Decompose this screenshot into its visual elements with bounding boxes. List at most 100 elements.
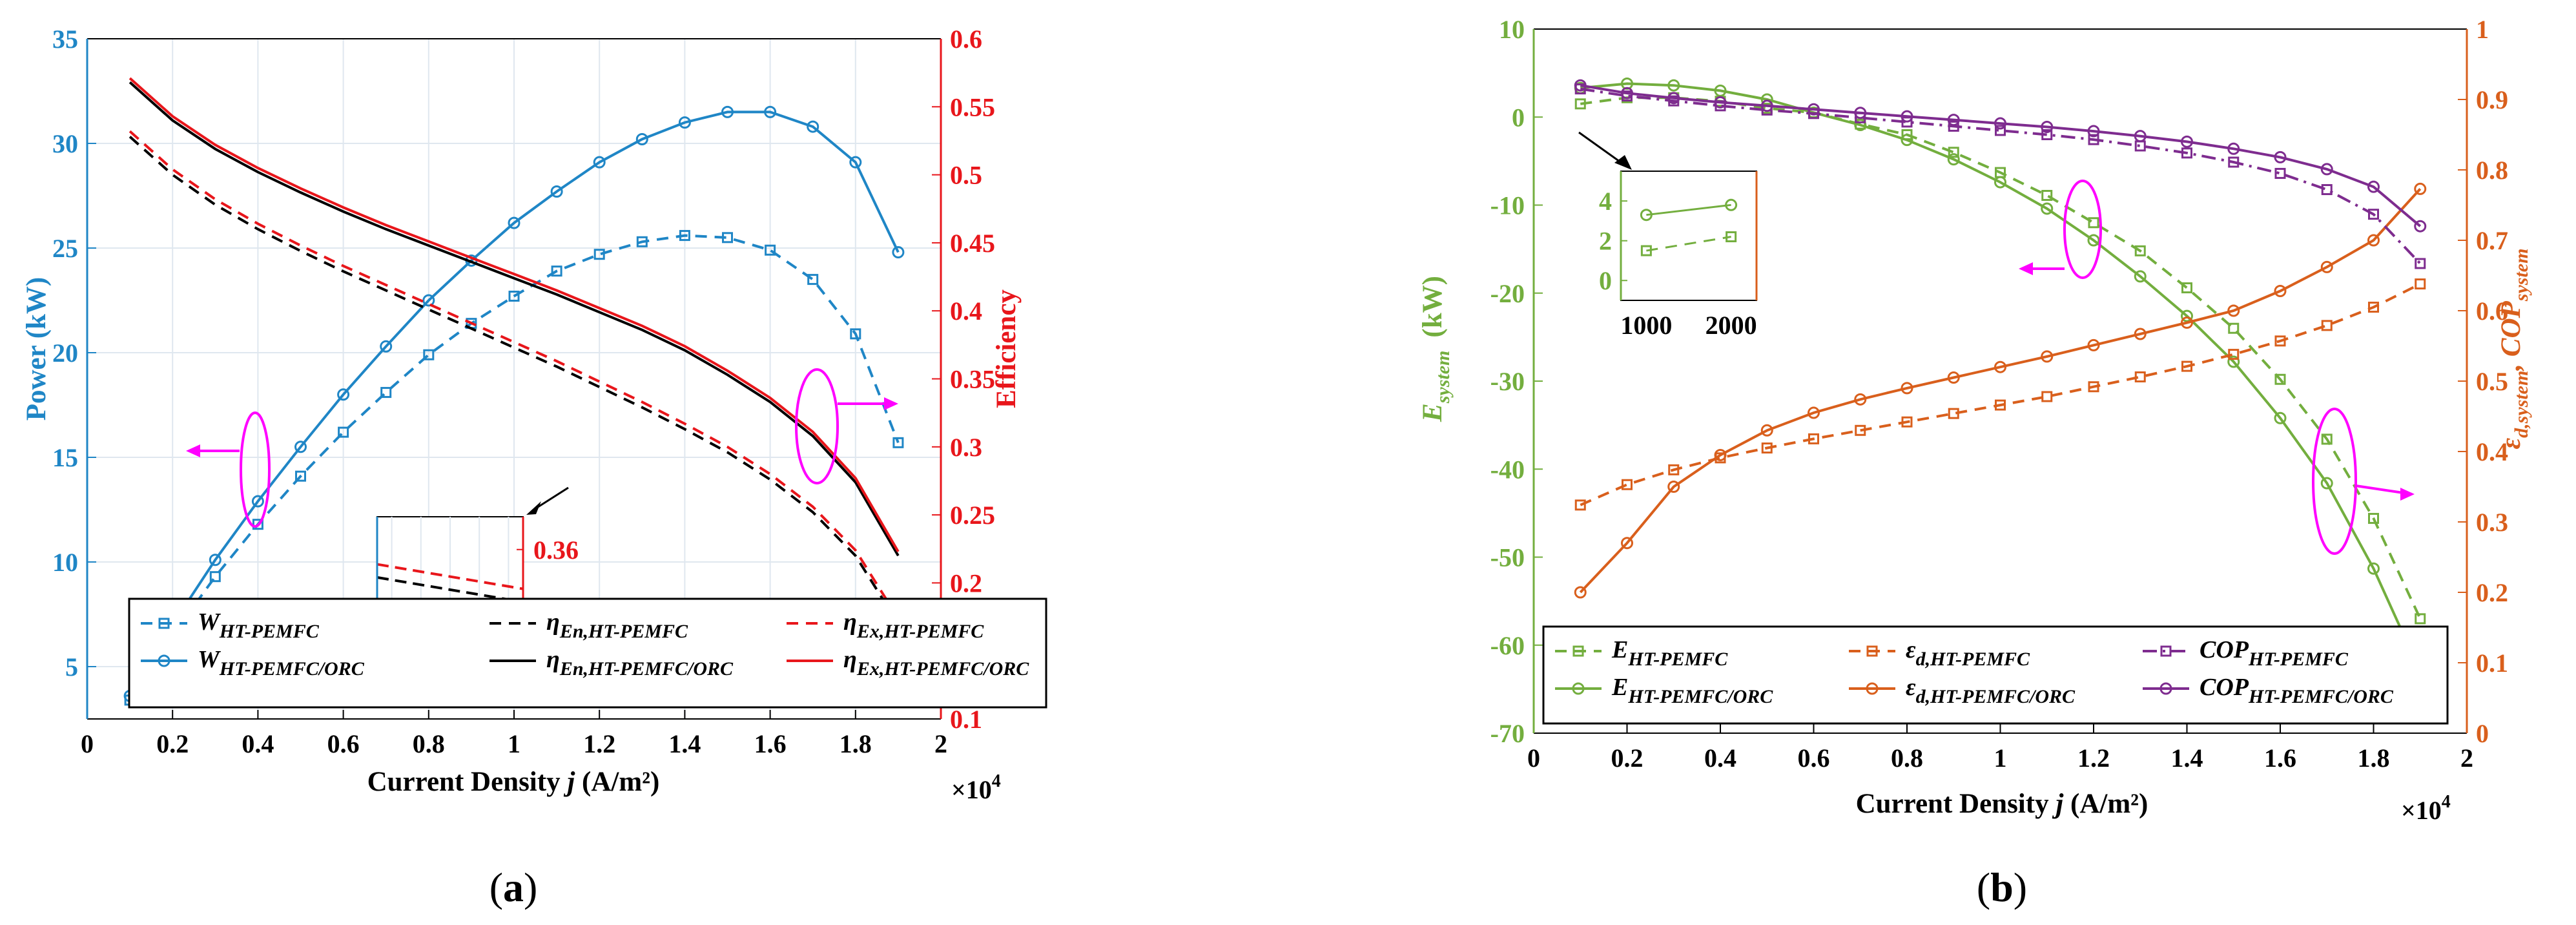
panel-a-right-axis-label: Efficiency [991, 289, 1022, 408]
series-point-4 [2134, 140, 2146, 152]
panel-a-caption-open: ( [489, 864, 503, 910]
series-point-1 [849, 156, 862, 169]
series-point-2 [2181, 360, 2192, 372]
series-point-0 [2041, 190, 2053, 202]
legend-subscript: En,HT-PEMFC/ORC [559, 658, 734, 680]
legend-entry-label: ηEx,HT-PEMFC/ORC [843, 646, 1029, 680]
x-tick-label: 1.4 [2171, 743, 2203, 773]
legend-subscript: HT-PEMFC [2248, 649, 2349, 670]
right-tick-label: 0.35 [950, 365, 995, 394]
series-point-0 [2415, 613, 2426, 625]
series-point-4 [1948, 120, 1959, 132]
legend-swatch-marker [1866, 645, 1878, 657]
series-point-4 [2415, 258, 2426, 269]
series-point-3 [1714, 448, 1727, 461]
series-point-5 [1621, 87, 1633, 99]
series-line-2 [1580, 282, 2421, 506]
series-point-2 [2368, 302, 2379, 313]
series-point-1 [1901, 134, 1913, 147]
series-point-5 [2041, 121, 2054, 134]
series-point-5 [2274, 151, 2287, 163]
series-point-1 [380, 340, 393, 353]
panel-a-x-multiplier: ×104 [951, 771, 1001, 804]
inset-line-0 [376, 563, 524, 590]
series-point-1 [2181, 309, 2193, 322]
series-point-2 [1808, 433, 1819, 444]
series-point-5 [2367, 180, 2380, 193]
series-point-5 [2181, 135, 2193, 148]
left-tick-label: 0 [1512, 103, 1525, 132]
x-tick-label: 2 [934, 729, 947, 758]
series-point-5 [1901, 110, 1913, 123]
inset-x-tick-label: 2000 [1705, 311, 1757, 340]
panel-b-right-label-cop: , COP [2496, 300, 2526, 371]
panel-b-inset: 4 2 0 1000 2000 [1578, 131, 2415, 555]
series-point-5 [1947, 114, 1960, 127]
series-point-2 [2041, 391, 2053, 402]
series-point-5 [1667, 92, 1680, 105]
series-point-0 [2181, 282, 2192, 294]
inset-y-tick-label: 4 [1599, 187, 1612, 216]
series-point-1 [721, 105, 734, 118]
series-point-3 [1947, 371, 1960, 384]
series-line-2 [129, 136, 900, 625]
series-point-1 [1714, 84, 1727, 97]
x-tick-label: 0.2 [156, 729, 189, 758]
legend-entry-label: COPHT-PEMFC/ORC [2200, 674, 2394, 707]
x-tick-label: 0 [81, 729, 94, 758]
legend-swatch-marker [1572, 682, 1585, 695]
panel-a-x-axis-label: Current Density j (A/m²) [367, 767, 660, 797]
x-tick-label: 1.8 [840, 729, 872, 758]
x-tick-label: 0 [1527, 743, 1540, 773]
panel-b-x-label-part1: Current Density [1856, 789, 2056, 819]
inset-pointer-arrowhead [1614, 155, 1632, 170]
series-line-5 [129, 77, 900, 553]
series-point-1 [892, 245, 905, 258]
annot-right-arrowhead [884, 397, 898, 410]
series-point-4 [2228, 156, 2240, 168]
series-point-0 [850, 328, 861, 340]
series-point-2 [2274, 335, 2286, 347]
x-tick-label: 0.4 [242, 729, 274, 758]
x-tick-label: 1.6 [754, 729, 787, 758]
series-point-4 [2321, 184, 2333, 196]
right-tick-label: 0.5 [950, 161, 982, 190]
legend-swatch-marker [158, 654, 170, 667]
right-tick-label: 0.4 [950, 296, 982, 326]
series-point-0 [209, 571, 221, 583]
series-point-2 [1901, 416, 1913, 428]
series-point-5 [2134, 130, 2147, 143]
series-point-3 [1994, 360, 2006, 373]
left-tick-label: -50 [1490, 543, 1525, 572]
legend-subscript: HT-PEMFC/ORC [219, 658, 365, 680]
series-point-1 [2227, 355, 2240, 368]
legend-subscript: HT-PEMFC [1627, 649, 1728, 670]
series-point-3 [1760, 424, 1773, 437]
x-tick-label: 0.2 [1611, 743, 1643, 773]
series-point-1 [422, 294, 435, 307]
series-point-2 [2415, 278, 2426, 290]
series-point-3 [2414, 182, 2427, 195]
legend-subscript: HT-PEMFC/ORC [1627, 686, 1773, 707]
panel-b-x-axis-label: Current Density j (A/m²) [1856, 789, 2148, 819]
left-tick-label: -70 [1490, 719, 1525, 748]
series-point-3 [1574, 586, 1587, 599]
series-point-5 [1760, 99, 1773, 112]
panel-b-x-label-part2: (A/m²) [2063, 789, 2148, 819]
series-point-0 [380, 387, 392, 399]
series-point-1 [2320, 477, 2333, 490]
series-point-1 [593, 156, 606, 169]
series-point-0 [765, 244, 776, 256]
series-point-2 [1622, 479, 1633, 490]
series-point-2 [2088, 381, 2099, 393]
series-point-4 [2368, 209, 2379, 220]
panel-b-caption: (b) [1977, 864, 2027, 910]
x-tick-label: 0.6 [327, 729, 360, 758]
panel-b-right-label-eps-sub: d,system [2511, 371, 2532, 438]
right-tick-label: 0.6 [950, 25, 982, 54]
series-point-3 [2320, 260, 2333, 273]
series-point-5 [1574, 79, 1587, 92]
legend-symbol: η [843, 646, 857, 673]
series-point-0 [2134, 245, 2146, 256]
